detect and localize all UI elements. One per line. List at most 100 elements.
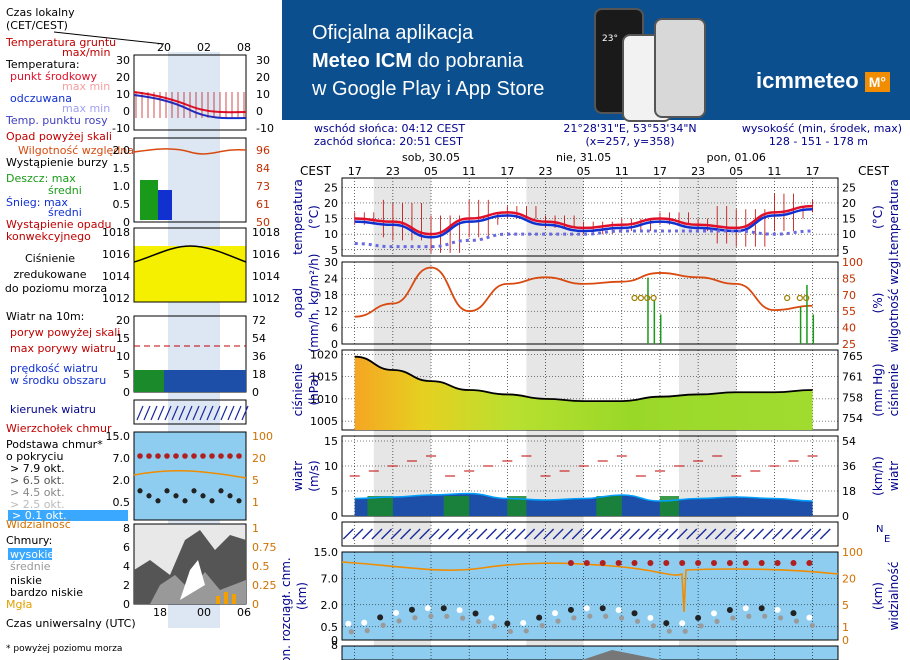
legend-wind-arrow [227,405,235,421]
wind-arrow [438,528,450,540]
pressure-unit-right: (mm Hg) [871,363,885,416]
legend-winddir: kierunek wiatru [10,403,96,416]
legend-utc-hour: 18 [153,606,167,619]
legend-temp-item: max/min [62,46,110,59]
panel-frame [341,551,839,641]
legend-wind-arrow [150,405,158,421]
wind-arrow [724,528,736,540]
wind-arrow [495,528,507,540]
legend-clouds-tick-r: 0.25 [252,579,277,592]
tick-label: 5 [331,485,338,498]
tick-label: 1020 [310,348,338,361]
legend-pressure-fill [134,246,246,302]
cloudbase-dot [393,609,400,616]
legend-hour: 08 [237,41,251,54]
pressure-unit: (hPa) [307,374,321,405]
legend-utc-hour: 06 [237,606,251,619]
legend-hour: 02 [197,41,211,54]
tick-label-right: 20 [842,197,856,210]
legend-wind-item: Wiatr na 10m: [6,310,84,323]
legend-top-dot [236,453,242,459]
icmmeteo-logo: icmmeteo M° [756,68,890,94]
cloudtop-dot [599,560,606,566]
wind-arrow [667,528,679,540]
legend-wind-arrow [241,405,249,421]
legend-clouds-item: średnie [10,560,51,573]
legend-clouds-item: niskie [10,574,42,587]
wind-ylabel-right: wiatr [887,461,901,491]
wind-arrow [505,528,517,540]
legend-precip-tick: 0 [123,216,130,229]
hour-label: 17 [500,165,514,178]
app-banner[interactable]: Oficjalna aplikacja Meteo ICM do pobrani… [282,0,910,122]
tick-label: 1015 [310,371,338,384]
legend-clouds-item: Chmury: [6,534,52,547]
legend-clouds-tick-r: 0.75 [252,541,277,554]
sunset-text: zachód słońca: 20:51 CEST [314,135,463,148]
legend-wind-arrow [136,405,144,421]
cloud-unit: (km) [295,582,309,610]
storm-marker [784,294,791,302]
legend-clouds-tick: 6 [123,541,130,554]
height-values: 128 - 151 - 178 m [768,135,868,148]
hour-label: 05 [729,165,743,178]
tick-label-right: 10 [842,228,856,241]
cloudtop-dot [711,560,717,566]
legend-low-cover-bg [8,510,128,521]
pressure-ylabel-right: ciśnienie [887,364,901,417]
tick-label: 12 [324,305,338,318]
tick-label: 0 [331,510,338,523]
cloud-ylabel: pion. rozciągł. chm. [282,557,293,660]
wind-arrow [629,528,641,540]
cloudbase-dot [456,607,463,614]
cloudtop-dot [695,560,702,566]
wind-arrow [705,528,717,540]
temp-unit-right: (°C) [871,205,885,229]
legend-cloud-tick-r: 5 [252,474,259,487]
legend-wind-tick-r: 18 [252,368,266,381]
cloudbase-dot-low [682,628,688,634]
wind-arrow [419,528,431,540]
wind-arrow [447,528,459,540]
wind-arrow [571,528,583,540]
legend-wind-tick-r: 0 [252,386,259,399]
panel-frame [341,645,839,660]
wind-arrow [552,528,564,540]
legend-top-dot [155,453,161,459]
wind-arrow [638,528,650,540]
legend-high-bg [8,548,52,560]
tick-label-right: 15 [842,213,856,226]
hour-label: 17 [806,165,820,178]
legend-top-dot [182,453,188,459]
pressure-area [354,356,813,430]
wind-arrow [342,528,354,540]
legend-cloud-tick-r: 1 [252,496,259,509]
legend-top-dot [191,453,197,459]
wind-arrow [562,528,574,540]
legend-temp-item: max min [62,102,110,115]
cloudbase-dot [742,605,749,612]
legend-hour: 20 [157,41,171,54]
wind-arrow [600,528,612,540]
tick-label-right: 761 [842,371,863,384]
wind-arrow [800,528,812,540]
legend-precip-item: Śnieg: max [6,196,68,209]
humidity-ylabel: wilgotność wzgl. [887,254,901,353]
legend-base-dot [209,498,215,504]
legend-temp-tick: 20 [116,71,130,84]
wind-arrow [819,528,831,540]
cloudbase-dot [790,610,797,617]
precip-unit: (mm/h, kg/m²/h) [307,254,321,353]
wind-arrow [361,528,373,540]
cloudbase-dot-low [555,618,561,624]
tick-label-right: 20 [842,572,856,585]
legend-panel-frame [133,137,247,223]
hour-label: 05 [577,165,591,178]
wind-green-band [659,496,680,516]
cloudbase-dot-low [777,615,784,621]
cloudtop-dot [726,560,733,566]
cloudbase-dot-low [730,615,736,621]
legend-temp-tick-r: 30 [256,54,270,67]
legend-top-dot [200,453,206,459]
day-label: pon, 01.06 [707,151,766,164]
